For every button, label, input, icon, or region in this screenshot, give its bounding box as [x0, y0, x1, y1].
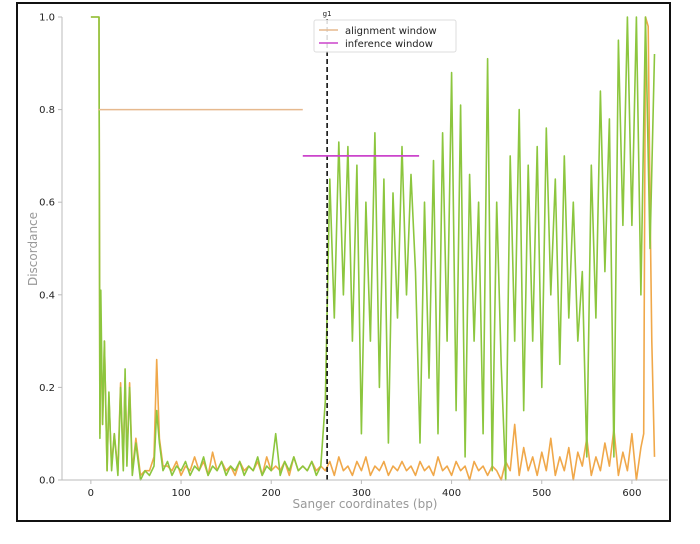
x-axis-label: Sanger coordinates (bp) [293, 497, 438, 511]
x-tick-label: 200 [262, 488, 281, 499]
marker-label: g1 [323, 10, 332, 18]
x-tick-label: 500 [532, 488, 551, 499]
y-tick-label: 0.2 [39, 383, 55, 394]
y-tick-label: 1.0 [39, 13, 55, 24]
series-line-orange [90, 16, 656, 481]
x-tick-label: 100 [171, 488, 190, 499]
y-tick-label: 0.0 [39, 476, 55, 487]
y-tick-label: 0.4 [39, 290, 55, 301]
legend: alignment window inference window [313, 19, 457, 53]
x-tick-label: 0 [88, 488, 94, 499]
figure-frame [16, 2, 671, 522]
x-tick-label: 400 [442, 488, 461, 499]
legend-label-alignment: alignment window [345, 26, 437, 37]
x-tick-label: 300 [352, 488, 371, 499]
legend-box [313, 19, 457, 53]
series-line-green [90, 16, 656, 481]
y-tick-label: 0.6 [39, 198, 55, 209]
y-axis-label: Discordance [26, 212, 40, 286]
y-tick-label: 0.8 [39, 105, 55, 116]
legend-label-inference: inference window [345, 39, 433, 50]
x-tick-label: 600 [622, 488, 641, 499]
